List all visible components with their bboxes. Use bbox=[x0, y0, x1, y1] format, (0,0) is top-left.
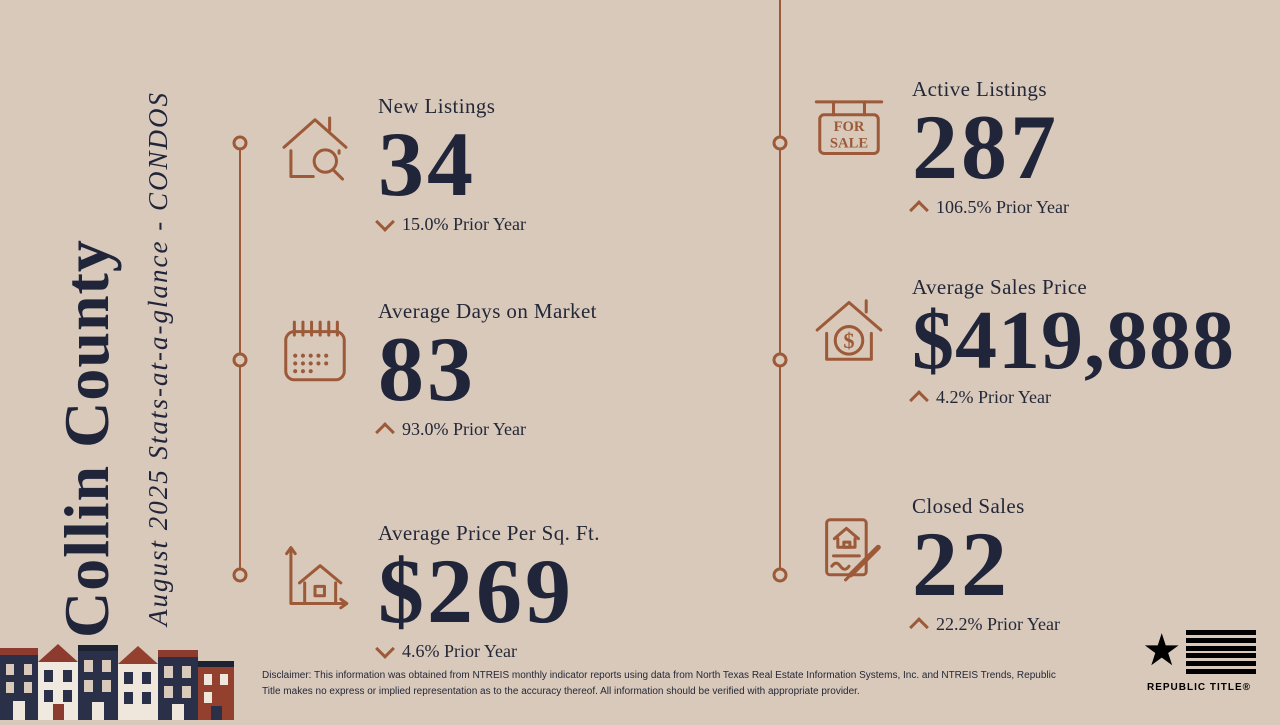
stat-label: Average Days on Market bbox=[378, 299, 597, 323]
stat-change: 106.5% Prior Year bbox=[909, 197, 1069, 220]
timeline-right bbox=[779, 0, 781, 575]
stat-text: New Listings 34 15.0% Prior Year bbox=[375, 94, 526, 235]
stat-text: Closed Sales 22 22.2% Prior Year bbox=[909, 494, 1060, 637]
stat-avg-days-on-market: Average Days on Market 83 93.0% Prior Ye… bbox=[272, 299, 597, 442]
logo-wordmark: REPUBLIC TITLE® bbox=[1146, 682, 1252, 693]
stat-change-label: 15.0% Prior Year bbox=[402, 214, 526, 235]
down-arrow-icon bbox=[375, 639, 395, 660]
stat-new-listings: New Listings 34 15.0% Prior Year bbox=[272, 94, 526, 235]
stat-change: 93.0% Prior Year bbox=[375, 419, 597, 442]
townhouses-illustration bbox=[0, 628, 242, 720]
flag-stripes bbox=[1186, 626, 1256, 678]
up-arrow-icon bbox=[375, 421, 395, 442]
stat-value: 34 bbox=[378, 113, 476, 215]
calendar-icon bbox=[272, 311, 358, 397]
svg-text:$: $ bbox=[843, 328, 854, 353]
republic-title-logo: ★ REPUBLIC TITLE® bbox=[1142, 626, 1256, 693]
stat-change: 22.2% Prior Year bbox=[909, 614, 1060, 637]
stat-value: $419,888 bbox=[912, 294, 1235, 387]
timeline-node bbox=[232, 567, 248, 583]
stat-label: Average Price Per Sq. Ft. bbox=[378, 521, 600, 545]
svg-text:FOR: FOR bbox=[834, 119, 865, 135]
stat-change: 4.6% Prior Year bbox=[375, 639, 600, 662]
stat-change: 15.0% Prior Year bbox=[375, 212, 526, 235]
house-chart-icon bbox=[272, 533, 358, 619]
timeline-node bbox=[232, 135, 248, 151]
disclaimer-text: Disclaimer: This information was obtaine… bbox=[262, 670, 1056, 697]
stat-label: New Listings bbox=[378, 94, 496, 118]
stat-value: 83 bbox=[378, 318, 476, 420]
stat-value: $269 bbox=[378, 540, 574, 642]
stat-closed-sales: Closed Sales 22 22.2% Prior Year bbox=[806, 494, 1060, 637]
stat-label: Average Sales Price bbox=[912, 275, 1088, 299]
stat-text: Average Sales Price $419,888 4.2% Prior … bbox=[909, 275, 1235, 410]
house-search-icon bbox=[272, 106, 358, 192]
stat-change-label: 4.6% Prior Year bbox=[402, 641, 517, 662]
page-title: Collin County bbox=[51, 239, 122, 638]
stat-label: Closed Sales bbox=[912, 494, 1025, 518]
stat-text: Average Days on Market 83 93.0% Prior Ye… bbox=[375, 299, 597, 442]
up-arrow-icon bbox=[909, 199, 929, 220]
stat-label: Active Listings bbox=[912, 77, 1047, 101]
stat-value: 22 bbox=[912, 513, 1010, 615]
timeline-node bbox=[232, 352, 248, 368]
house-dollar-icon: $ bbox=[806, 287, 892, 373]
stat-change-label: 93.0% Prior Year bbox=[402, 419, 526, 440]
stat-text: Active Listings 287 106.5% Prior Year bbox=[909, 77, 1069, 220]
up-arrow-icon bbox=[909, 389, 929, 410]
stat-change-label: 4.2% Prior Year bbox=[936, 387, 1051, 408]
stat-active-listings: FOR SALE Active Listings 287 106.5% Prio… bbox=[806, 77, 1069, 220]
svg-text:SALE: SALE bbox=[830, 135, 868, 151]
down-arrow-icon bbox=[375, 212, 395, 233]
page-subtitle: August 2025 Stats-at-a-glance - CONDOS bbox=[143, 91, 173, 626]
timeline-node bbox=[772, 135, 788, 151]
up-arrow-icon bbox=[909, 616, 929, 637]
stat-avg-price-per-sqft: Average Price Per Sq. Ft. $269 4.6% Prio… bbox=[272, 521, 600, 662]
timeline-node bbox=[772, 567, 788, 583]
stat-value: 287 bbox=[912, 96, 1059, 198]
stat-change-label: 106.5% Prior Year bbox=[936, 197, 1069, 218]
timeline-node bbox=[772, 352, 788, 368]
stat-avg-sales-price: $ Average Sales Price $419,888 4.2% Prio… bbox=[806, 275, 1235, 410]
contract-pen-icon bbox=[806, 506, 892, 592]
stat-change-label: 22.2% Prior Year bbox=[936, 614, 1060, 635]
flag-graphic: ★ bbox=[1142, 626, 1256, 678]
for-sale-sign-icon: FOR SALE bbox=[806, 89, 892, 175]
stat-text: Average Price Per Sq. Ft. $269 4.6% Prio… bbox=[375, 521, 600, 662]
stat-change: 4.2% Prior Year bbox=[909, 387, 1235, 410]
star-icon: ★ bbox=[1142, 626, 1182, 675]
